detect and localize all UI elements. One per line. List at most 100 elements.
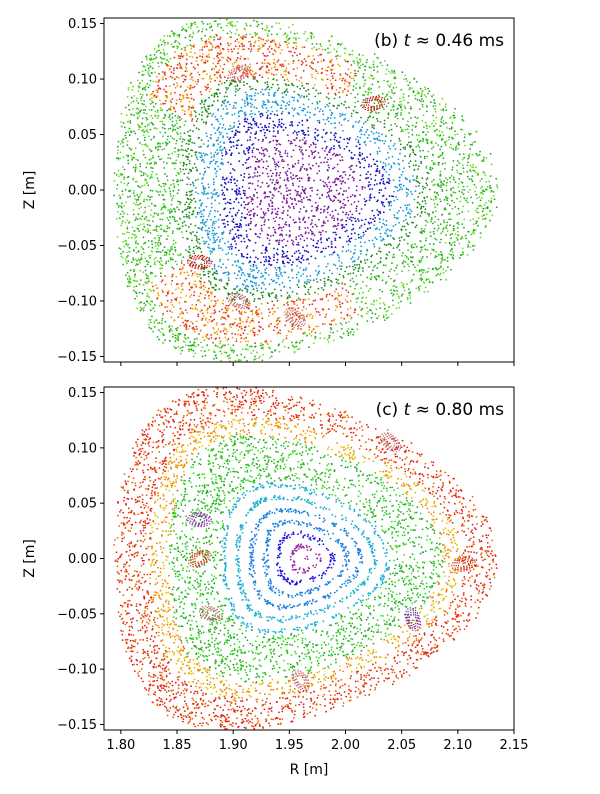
point (254, 188, 257, 191)
point (188, 162, 191, 165)
point (170, 316, 173, 319)
point (221, 249, 224, 251)
point (347, 243, 350, 246)
point (309, 286, 312, 289)
point (378, 170, 381, 172)
point (254, 225, 257, 227)
point (479, 236, 482, 239)
point (245, 131, 247, 133)
point (164, 320, 167, 323)
point (160, 322, 163, 325)
point (225, 87, 228, 89)
point (235, 223, 237, 226)
point (331, 272, 334, 275)
point (135, 251, 138, 254)
point (196, 231, 198, 234)
point (120, 121, 123, 123)
point (226, 59, 228, 62)
point (155, 190, 158, 192)
point (223, 146, 226, 149)
point (446, 203, 449, 205)
point (240, 234, 243, 237)
point (355, 207, 358, 210)
point (229, 198, 232, 201)
point (354, 267, 357, 269)
point (195, 239, 198, 242)
point (278, 223, 280, 226)
point (154, 304, 156, 306)
point (295, 47, 297, 50)
point (161, 249, 164, 252)
point (358, 151, 361, 154)
point (418, 99, 421, 101)
point (204, 59, 207, 62)
point (129, 278, 132, 280)
point (419, 150, 421, 152)
point (331, 85, 334, 87)
point (289, 259, 292, 261)
point (210, 218, 212, 221)
point (217, 99, 219, 102)
point (191, 307, 194, 310)
point (292, 164, 294, 167)
point (251, 127, 253, 129)
point (217, 165, 220, 168)
point (376, 183, 378, 185)
point (232, 309, 234, 312)
point (311, 219, 313, 222)
point (169, 35, 171, 38)
point (237, 237, 240, 239)
point (312, 279, 315, 282)
point (207, 321, 209, 324)
point (181, 26, 184, 28)
point (429, 252, 432, 255)
point (249, 136, 252, 139)
point (338, 273, 341, 276)
point (169, 192, 172, 195)
point (285, 84, 288, 87)
point (153, 94, 156, 97)
point (393, 256, 396, 259)
point (366, 320, 369, 322)
point (371, 126, 374, 128)
point (314, 299, 317, 302)
point (147, 275, 150, 278)
point (219, 59, 221, 61)
point (339, 303, 341, 306)
point (399, 126, 402, 129)
point (325, 131, 328, 134)
point (125, 201, 127, 204)
point (149, 198, 151, 201)
point (261, 65, 264, 68)
point (253, 298, 256, 300)
point (157, 65, 160, 68)
point (316, 101, 319, 103)
point (183, 216, 185, 218)
point (307, 258, 309, 260)
point (230, 153, 232, 156)
point (317, 92, 320, 95)
point (187, 238, 189, 240)
point (308, 177, 311, 179)
point (195, 235, 198, 238)
point (254, 242, 257, 244)
point (300, 151, 302, 153)
point (197, 299, 199, 302)
point (373, 124, 375, 127)
point (194, 23, 197, 26)
point (195, 191, 197, 194)
point (318, 47, 320, 50)
point (434, 206, 437, 209)
point (150, 166, 152, 169)
point (371, 78, 374, 80)
point (308, 346, 310, 349)
point (451, 251, 454, 254)
point (149, 224, 151, 227)
point (227, 246, 230, 249)
point (322, 220, 325, 223)
point (181, 29, 183, 32)
point (375, 278, 378, 281)
point (125, 114, 128, 117)
point (251, 317, 254, 320)
point (444, 242, 447, 244)
